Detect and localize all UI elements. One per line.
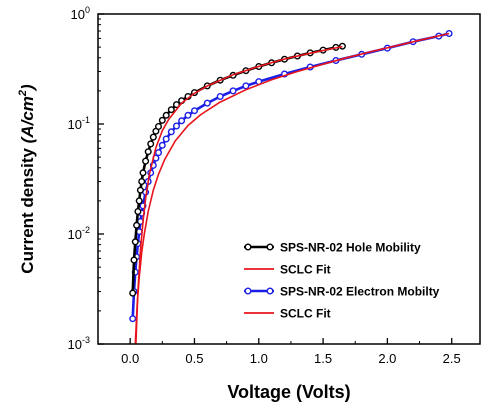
y-tick-label-exp: -2	[82, 225, 90, 235]
y-axis-title: Current density (A/cm2)	[17, 84, 37, 274]
legend-swatch-marker	[244, 287, 252, 295]
legend-label: SPS-NR-02 Hole Mobility	[280, 241, 421, 255]
data-point	[139, 169, 147, 177]
legend-item: SPS-NR-02 Hole Mobility	[244, 241, 421, 255]
legend-label: SCLC Fit	[280, 307, 331, 321]
series-3	[134, 32, 450, 344]
x-tick-label: 2.5	[443, 351, 461, 366]
y-tick-label: 10-3	[68, 335, 90, 352]
data-point	[134, 207, 142, 215]
legend-swatch-marker	[266, 243, 274, 251]
series-0	[129, 42, 346, 297]
legend: SPS-NR-02 Hole Mobility SCLC Fit SPS-NR-02…	[244, 241, 440, 321]
x-tick-label: 2.0	[378, 351, 396, 366]
y-tick-label-exp: -3	[82, 335, 90, 345]
data-point	[162, 111, 170, 119]
x-tick-label: 1.0	[250, 351, 268, 366]
x-axis-title: Voltage (Volts)	[227, 382, 350, 402]
data-point	[136, 186, 144, 194]
data-point	[172, 101, 180, 109]
y-tick-label-exp: -1	[82, 115, 90, 125]
series-line	[131, 44, 343, 294]
y-axis-title-close: )	[18, 84, 37, 92]
data-point	[135, 197, 143, 205]
data-point	[138, 177, 146, 185]
data-point	[178, 117, 186, 125]
legend-label: SPS-NR-02 Electron Mobilty	[280, 285, 440, 299]
data-point	[229, 87, 237, 95]
data-point	[147, 140, 155, 148]
data-point	[167, 128, 175, 136]
y-axis-title-sup: 2	[17, 90, 29, 97]
y-tick-label: 100	[71, 5, 90, 22]
plot-frame	[97, 13, 481, 345]
data-point	[216, 92, 224, 100]
data-point	[129, 289, 137, 297]
data-point	[142, 157, 150, 165]
y-tick-label-base: 10	[68, 227, 82, 242]
data-point	[184, 111, 192, 119]
x-tick-label: 0.5	[185, 351, 203, 366]
data-point	[130, 256, 138, 264]
y-tick-label: 10-1	[68, 115, 90, 132]
legend-item: SCLC Fit	[244, 263, 331, 277]
data-point	[133, 221, 141, 229]
data-point	[190, 107, 198, 115]
series-layer	[129, 30, 453, 344]
legend-swatch-marker	[244, 243, 252, 251]
data-point	[149, 133, 157, 141]
series-1	[135, 45, 343, 344]
data-point	[203, 99, 211, 107]
x-tick-label: 1.5	[314, 351, 332, 366]
data-point	[129, 315, 137, 323]
y-axis-title-main: Current density	[18, 143, 37, 273]
legend-item: SCLC Fit	[244, 307, 331, 321]
data-point	[154, 122, 162, 130]
y-tick-label: 10-2	[68, 225, 90, 242]
series-line	[134, 32, 450, 344]
data-point	[158, 141, 166, 149]
data-point	[242, 82, 250, 90]
y-tick-label-exp: 0	[85, 5, 90, 15]
series-line	[135, 45, 343, 344]
y-axis-title-unit: (A/cm	[18, 96, 37, 143]
legend-item: SPS-NR-02 Electron Mobilty	[244, 285, 440, 299]
data-point	[167, 106, 175, 114]
legend-swatch-marker	[266, 287, 274, 295]
x-tick-label: 0.0	[121, 351, 139, 366]
data-point	[154, 149, 162, 157]
data-point	[172, 122, 180, 130]
y-tick-label-base: 10	[68, 117, 82, 132]
y-tick-label-base: 10	[68, 337, 82, 352]
data-point	[162, 135, 170, 143]
data-point	[144, 148, 152, 156]
legend-label: SCLC Fit	[280, 263, 331, 277]
y-tick-label-base: 10	[71, 7, 85, 22]
data-point	[158, 116, 166, 124]
data-point	[131, 238, 139, 246]
